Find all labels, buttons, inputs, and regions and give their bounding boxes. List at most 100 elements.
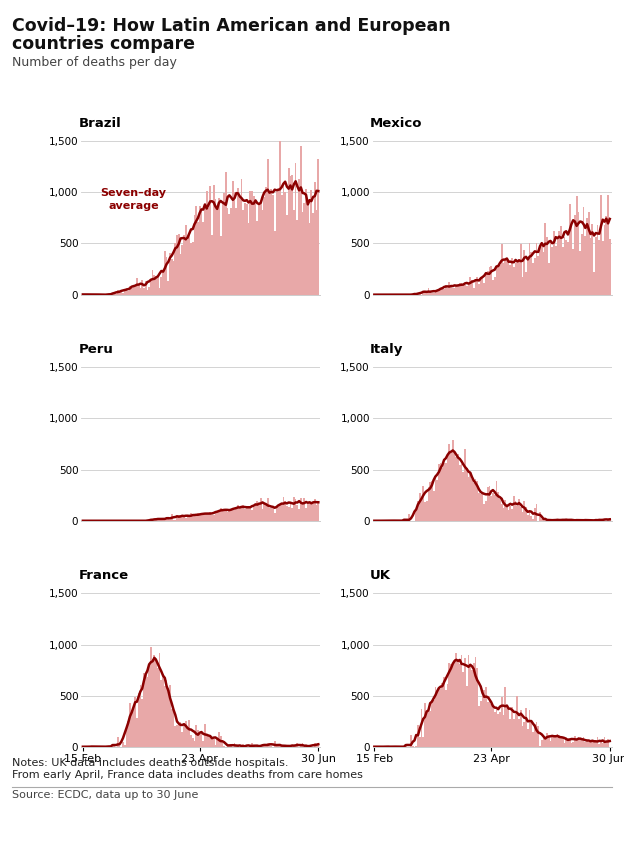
Bar <box>253 746 255 747</box>
Bar <box>195 515 197 521</box>
Bar <box>227 745 228 747</box>
Bar <box>462 672 464 747</box>
Bar <box>234 192 235 295</box>
Bar <box>202 513 204 521</box>
Bar <box>550 240 552 295</box>
Bar <box>510 506 511 521</box>
Bar <box>565 240 567 295</box>
Bar <box>522 726 524 747</box>
Bar <box>124 745 125 747</box>
Bar <box>518 499 520 521</box>
Bar <box>274 230 276 295</box>
Bar <box>318 501 319 521</box>
Bar <box>508 260 510 295</box>
Bar <box>227 511 228 521</box>
Bar <box>602 743 603 747</box>
Bar <box>296 743 298 747</box>
Bar <box>427 289 429 295</box>
Bar <box>225 510 227 521</box>
Bar <box>303 498 305 521</box>
Bar <box>408 514 410 521</box>
Bar <box>305 508 307 521</box>
Bar <box>218 198 220 295</box>
Bar <box>223 511 225 521</box>
Bar <box>501 697 502 747</box>
Bar <box>166 518 167 521</box>
Bar <box>530 721 532 747</box>
Bar <box>235 507 237 521</box>
Bar <box>209 186 211 295</box>
Bar <box>598 240 600 295</box>
Bar <box>532 519 534 521</box>
Bar <box>449 282 450 295</box>
Bar <box>543 252 544 295</box>
Bar <box>419 493 421 521</box>
Bar <box>228 214 230 295</box>
Bar <box>525 273 527 295</box>
Bar <box>524 250 525 295</box>
Bar <box>255 505 256 521</box>
Bar <box>208 208 209 295</box>
Bar <box>506 259 508 295</box>
Bar <box>138 284 140 295</box>
Bar <box>535 243 537 295</box>
Bar <box>502 715 504 747</box>
Bar <box>464 285 466 295</box>
Bar <box>454 659 456 747</box>
Bar <box>305 189 307 295</box>
Bar <box>267 743 268 747</box>
Bar <box>154 655 155 747</box>
Bar <box>508 510 510 521</box>
Bar <box>605 216 607 295</box>
Bar <box>495 267 497 295</box>
Bar <box>218 511 220 521</box>
Bar <box>433 490 434 521</box>
Bar <box>478 706 480 747</box>
Bar <box>464 657 466 747</box>
Bar <box>592 224 593 295</box>
Bar <box>169 520 171 521</box>
Bar <box>213 515 215 521</box>
Bar <box>553 735 555 747</box>
Bar <box>443 289 445 295</box>
Bar <box>421 709 422 747</box>
Bar <box>449 444 450 521</box>
Bar <box>171 259 173 295</box>
Bar <box>417 293 419 295</box>
Bar <box>492 280 494 295</box>
Bar <box>276 192 277 295</box>
Bar <box>581 234 583 295</box>
Bar <box>311 190 312 295</box>
Bar <box>454 289 456 295</box>
Bar <box>293 745 295 747</box>
Bar <box>158 653 160 747</box>
Bar <box>471 479 473 521</box>
Bar <box>119 291 120 295</box>
Bar <box>560 519 562 521</box>
Bar <box>260 499 261 521</box>
Bar <box>499 712 501 747</box>
Bar <box>202 222 204 295</box>
Bar <box>250 191 251 295</box>
Bar <box>176 515 178 521</box>
Bar <box>553 230 555 295</box>
Bar <box>253 196 255 295</box>
Bar <box>277 507 279 521</box>
Bar <box>452 440 454 521</box>
Bar <box>208 737 209 747</box>
Bar <box>263 503 265 521</box>
Bar <box>256 221 258 295</box>
Bar <box>586 218 588 295</box>
Bar <box>563 236 565 295</box>
Text: Source: ECDC, data up to 30 June: Source: ECDC, data up to 30 June <box>12 790 199 800</box>
Bar <box>431 481 433 521</box>
Bar <box>244 509 246 521</box>
Bar <box>595 520 597 521</box>
Bar <box>525 708 527 747</box>
Bar <box>535 504 537 521</box>
Bar <box>593 740 595 747</box>
Bar <box>237 188 239 295</box>
Bar <box>537 727 539 747</box>
Text: countries compare: countries compare <box>12 35 195 53</box>
Bar <box>307 202 309 295</box>
